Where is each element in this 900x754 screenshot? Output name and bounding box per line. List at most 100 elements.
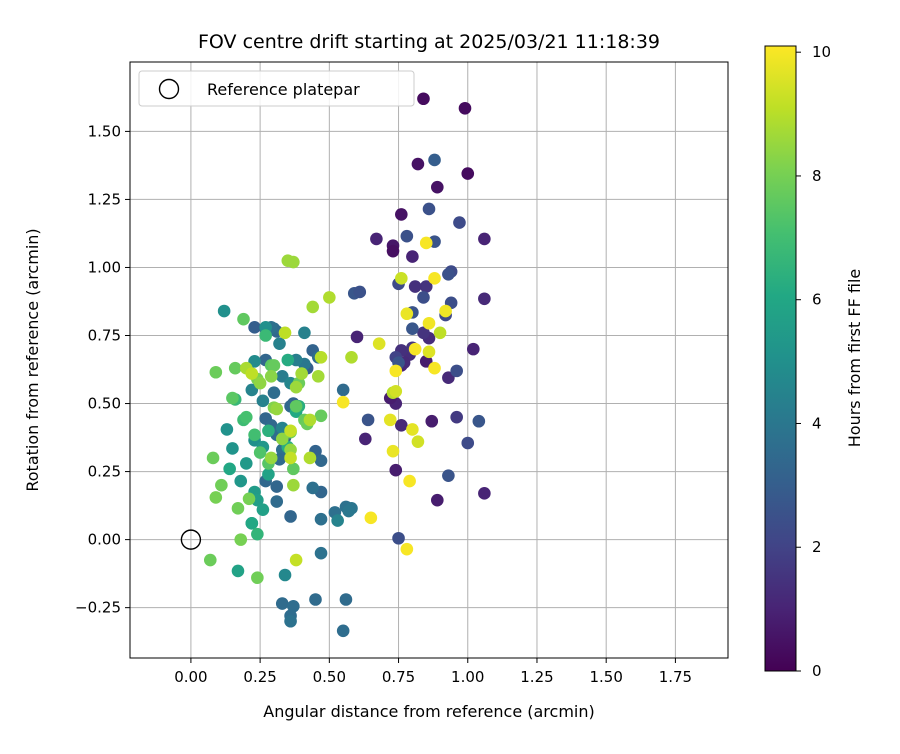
data-point	[361, 413, 375, 427]
data-point	[226, 442, 239, 455]
data-point	[353, 285, 367, 299]
data-point	[278, 326, 292, 340]
grid	[130, 62, 728, 658]
data-point	[253, 446, 267, 459]
y-tick-label: 1.25	[88, 190, 121, 208]
y-tick-label: 0.50	[88, 395, 121, 413]
data-point	[372, 337, 386, 350]
y-axis-label: Rotation from reference (arcmin)	[23, 228, 42, 491]
data-point	[206, 451, 220, 465]
data-points	[203, 92, 491, 638]
data-point	[336, 624, 350, 638]
data-point	[400, 229, 414, 243]
data-point	[453, 216, 466, 229]
data-point	[466, 342, 480, 356]
data-point	[417, 326, 430, 340]
data-point	[419, 236, 433, 250]
data-point	[303, 413, 317, 427]
data-point	[422, 316, 436, 330]
y-tick-label: 0.75	[88, 327, 121, 345]
data-point	[417, 92, 430, 106]
data-point	[395, 272, 408, 285]
x-tick-label: 1.00	[451, 668, 484, 686]
colorbar-tick-label: 0	[812, 662, 822, 680]
data-point	[259, 329, 272, 342]
data-point	[389, 463, 403, 477]
data-point	[428, 153, 441, 167]
reference-platepar-marker	[180, 529, 202, 550]
data-point	[287, 255, 300, 269]
data-point	[408, 280, 422, 293]
colorbar-gradient	[764, 45, 797, 672]
data-point	[383, 413, 397, 427]
data-point	[278, 568, 292, 582]
data-point	[248, 355, 261, 368]
data-point	[287, 462, 300, 476]
data-point	[287, 599, 300, 613]
data-point	[442, 267, 455, 281]
y-ticks: −0.25 0.00 0.25 0.50 0.75 1.00 1.25 1.50	[75, 122, 130, 617]
data-point	[461, 436, 475, 450]
data-point	[478, 487, 491, 500]
data-point	[306, 300, 320, 314]
data-point	[248, 321, 261, 334]
y-tick-label: 0.25	[88, 463, 121, 481]
colorbar-tick-label: 10	[812, 43, 831, 61]
data-point	[314, 454, 328, 467]
data-point	[336, 395, 350, 409]
data-point	[281, 353, 295, 367]
data-point	[478, 292, 491, 306]
data-point	[408, 342, 422, 356]
data-point	[403, 474, 416, 488]
data-point	[425, 414, 439, 428]
legend: Reference platepar	[138, 70, 415, 107]
data-point	[256, 394, 270, 408]
data-point	[439, 304, 452, 318]
data-point	[433, 326, 447, 340]
data-point	[395, 208, 408, 221]
x-tick-label: 1.50	[589, 668, 622, 686]
x-tick-label: 1.25	[520, 668, 553, 686]
data-point	[239, 457, 253, 470]
x-tick-label: 0.75	[382, 668, 415, 686]
data-point	[342, 504, 356, 518]
legend-box	[138, 70, 415, 107]
chart-title: FOV centre drift starting at 2025/03/21 …	[198, 31, 660, 53]
plot-frame	[129, 61, 729, 659]
data-point	[234, 533, 248, 546]
data-point	[431, 180, 444, 194]
data-point	[253, 376, 267, 390]
data-point	[428, 361, 441, 375]
data-point	[331, 514, 344, 527]
data-point	[350, 330, 364, 344]
data-point	[450, 410, 463, 424]
data-point	[314, 350, 328, 364]
data-point	[411, 435, 425, 448]
data-point	[242, 492, 256, 506]
data-point	[289, 399, 303, 413]
data-point	[400, 542, 414, 556]
data-point	[270, 402, 284, 416]
data-point	[370, 232, 383, 246]
data-point	[209, 491, 223, 504]
data-point	[442, 469, 455, 482]
data-point	[400, 307, 414, 321]
data-point	[478, 232, 491, 246]
data-point	[209, 365, 223, 379]
data-point	[431, 493, 444, 507]
data-point	[228, 361, 242, 375]
data-point	[389, 384, 403, 398]
data-point	[411, 157, 425, 171]
x-ticks: 0.00 0.25 0.50 0.75 1.00 1.25 1.50 1.75	[174, 658, 692, 686]
data-point	[323, 291, 336, 304]
data-point	[245, 367, 259, 380]
data-point	[339, 593, 353, 606]
data-point	[392, 531, 405, 545]
data-point	[314, 512, 328, 526]
data-point	[461, 167, 475, 180]
data-point	[406, 250, 419, 263]
data-point	[217, 304, 231, 318]
data-point	[245, 383, 259, 397]
data-point	[264, 370, 278, 383]
data-point	[298, 326, 311, 340]
